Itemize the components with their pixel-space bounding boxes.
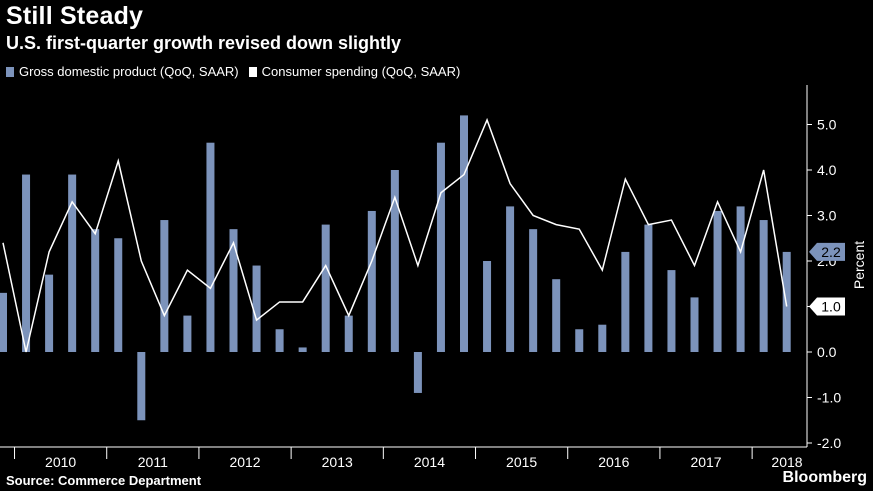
year-label: 2012 <box>229 454 260 470</box>
year-label: 2014 <box>414 454 445 470</box>
gdp-callout-badge <box>809 242 845 261</box>
gdp-bar <box>736 206 745 352</box>
year-label: 2018 <box>771 454 802 470</box>
gdp-bar <box>713 210 722 352</box>
year-label: 2016 <box>598 454 629 470</box>
chart-subtitle: U.S. first-quarter growth revised down s… <box>6 33 402 53</box>
gdp-bar <box>137 352 146 421</box>
spending-callout-label: 1.0 <box>821 299 841 315</box>
gdp-bar <box>436 142 445 352</box>
gdp-bar <box>321 224 330 352</box>
spending-callout-badge <box>809 297 845 316</box>
gdp-bar <box>68 174 77 352</box>
gdp-bar <box>413 352 422 393</box>
gdp-bar <box>298 347 307 352</box>
y-tick-label: 5.0 <box>817 117 837 133</box>
chart-title: Still Steady <box>6 2 144 30</box>
gdp-bar <box>667 270 676 352</box>
gdp-callout-label: 2.2 <box>821 244 841 260</box>
gdp-bar <box>344 315 353 352</box>
gdp-bar <box>367 210 376 352</box>
legend-label-gdp: Gross domestic product (QoQ, SAAR) <box>19 64 239 79</box>
gdp-bar <box>506 206 515 352</box>
legend: Gross domestic product (QoQ, SAAR) Consu… <box>6 64 470 79</box>
y-tick-label: 4.0 <box>817 162 837 178</box>
y-tick-label: -1.0 <box>817 390 841 406</box>
gdp-bar <box>206 142 215 352</box>
y-tick-label: -2.0 <box>817 435 841 451</box>
gdp-bar <box>160 220 169 352</box>
year-label: 2010 <box>45 454 76 470</box>
bloomberg-logo: Bloomberg <box>782 469 867 486</box>
gdp-bar <box>114 238 123 352</box>
year-label: 2013 <box>322 454 353 470</box>
gdp-bar <box>460 115 468 353</box>
legend-swatch-gdp <box>6 66 14 77</box>
y-tick-label: 3.0 <box>817 208 837 224</box>
gdp-bar <box>275 329 284 352</box>
legend-item-spending: Consumer spending (QoQ, SAAR) <box>248 64 461 79</box>
gdp-bar <box>598 324 607 352</box>
legend-swatch-spending <box>248 66 257 77</box>
gdp-bar <box>782 251 791 352</box>
gdp-bar <box>690 297 699 352</box>
spending-line <box>2 117 788 353</box>
gdp-bar <box>621 251 630 352</box>
gdp-bar <box>552 279 561 352</box>
gdp-bar <box>483 261 492 352</box>
gdp-bar <box>644 224 653 352</box>
gdp-bar <box>91 229 100 352</box>
gdp-bar <box>229 229 238 352</box>
source-note: Source: Commerce Department <box>6 473 202 488</box>
y-axis-title: Percent <box>851 241 867 289</box>
gdp-bar <box>759 220 768 352</box>
gdp-bar <box>183 315 192 352</box>
year-label: 2017 <box>690 454 721 470</box>
gdp-bar <box>22 174 31 352</box>
gdp-bar <box>0 292 7 352</box>
gdp-bar <box>252 265 261 352</box>
gdp-bar <box>45 274 54 352</box>
year-label: 2011 <box>138 454 168 470</box>
gdp-bar <box>575 329 584 352</box>
gdp-bar <box>390 170 399 352</box>
y-tick-label: 0.0 <box>817 344 837 360</box>
year-label: 2015 <box>506 454 537 470</box>
gdp-bar <box>529 229 538 352</box>
legend-label-spending: Consumer spending (QoQ, SAAR) <box>261 64 461 79</box>
legend-item-gdp: Gross domestic product (QoQ, SAAR) <box>6 64 239 79</box>
